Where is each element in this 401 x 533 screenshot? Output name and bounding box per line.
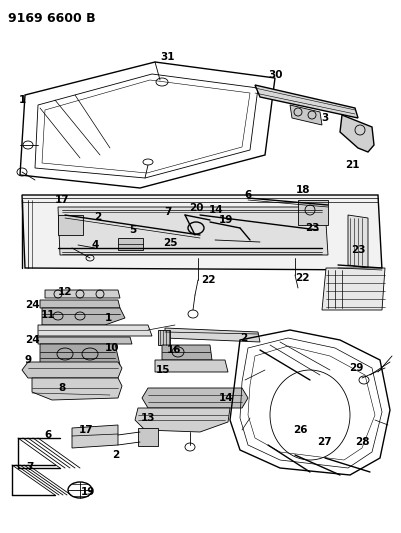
Text: 24: 24 [25,335,39,345]
Polygon shape [165,328,260,342]
Text: 5: 5 [130,225,137,235]
Text: 29: 29 [349,363,363,373]
Text: 30: 30 [269,70,283,80]
Text: 28: 28 [355,437,369,447]
Polygon shape [162,345,212,360]
Polygon shape [38,337,132,344]
Polygon shape [135,408,230,432]
Polygon shape [322,268,385,310]
Polygon shape [22,362,122,378]
Text: 18: 18 [296,185,310,195]
Text: 3: 3 [321,113,329,123]
Text: 24: 24 [25,300,39,310]
Bar [138,428,158,446]
Text: 2: 2 [94,212,101,222]
Polygon shape [348,215,368,268]
Text: 17: 17 [79,425,93,435]
Text: 14: 14 [219,393,233,403]
Text: 12: 12 [58,287,72,297]
Text: 1: 1 [18,95,26,105]
Polygon shape [290,105,322,125]
Polygon shape [32,378,122,400]
Bar [118,238,143,250]
Text: 20: 20 [189,203,203,213]
Polygon shape [142,388,248,408]
Text: 7: 7 [26,462,34,472]
Text: 7: 7 [164,207,172,217]
Polygon shape [45,290,120,298]
Text: 25: 25 [163,238,177,248]
Polygon shape [155,360,228,372]
Text: 21: 21 [345,160,359,170]
Text: 10: 10 [105,343,119,353]
Polygon shape [255,85,358,118]
Polygon shape [42,308,125,325]
Text: 31: 31 [161,52,175,62]
Text: 19: 19 [219,215,233,225]
Text: 6: 6 [244,190,251,200]
Text: 22: 22 [295,273,309,283]
Text: 19: 19 [81,487,95,497]
Text: 27: 27 [317,437,331,447]
Text: 4: 4 [91,240,99,250]
Text: 22: 22 [201,275,215,285]
Polygon shape [22,195,382,270]
Text: 9169 6600 B: 9169 6600 B [8,12,95,25]
Text: 15: 15 [156,365,170,375]
Polygon shape [340,115,374,152]
Text: 2: 2 [240,333,248,343]
Text: 8: 8 [59,383,66,393]
Text: 23: 23 [351,245,365,255]
Text: 1: 1 [104,313,111,323]
Text: 26: 26 [293,425,307,435]
Text: 14: 14 [209,205,223,215]
Text: 23: 23 [305,223,319,233]
Text: 2: 2 [112,450,119,460]
Text: 11: 11 [41,310,55,320]
Polygon shape [38,325,152,336]
Polygon shape [40,344,120,365]
Text: 17: 17 [55,195,69,205]
Text: 13: 13 [141,413,155,423]
Text: 16: 16 [167,345,181,355]
Polygon shape [58,207,328,255]
Bar [58,215,83,235]
Polygon shape [72,425,118,448]
Text: 6: 6 [45,430,52,440]
Polygon shape [158,330,170,345]
Polygon shape [40,300,120,308]
Bar [298,200,328,225]
Text: 9: 9 [24,355,32,365]
